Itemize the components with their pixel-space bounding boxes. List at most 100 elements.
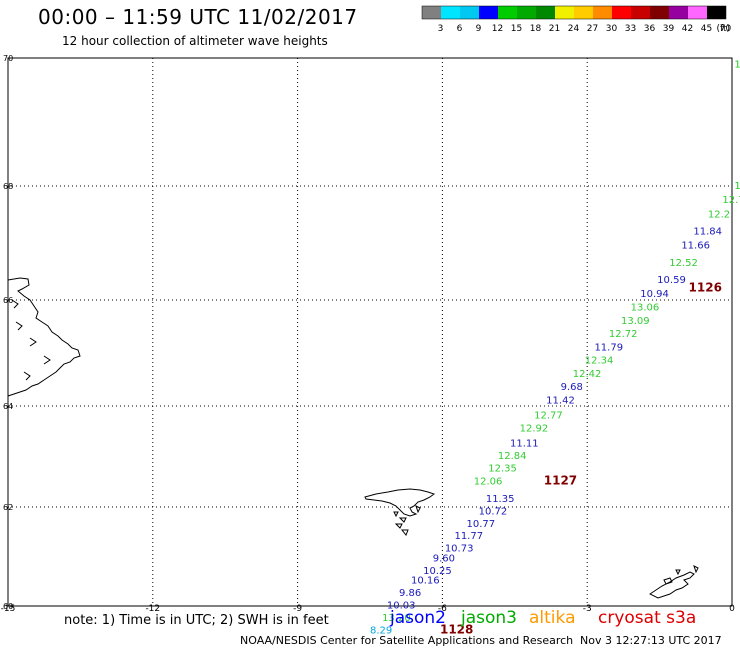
wave-height-label: 12.2: [708, 209, 730, 220]
lat-tick-label: 68: [3, 182, 13, 191]
wave-height-label: 10.59: [657, 275, 686, 286]
wave-height-label: 10.77: [467, 519, 496, 530]
colorbar-tick-label: 18: [530, 24, 542, 34]
wave-height-label: 10.73: [445, 544, 474, 555]
iceland-coastline: [7, 277, 81, 397]
colorbar-swatch: [479, 6, 498, 19]
track-id-label: 1128: [440, 623, 473, 637]
shetland-islands: [649, 565, 699, 599]
colorbar-tick-label: 30: [606, 24, 618, 34]
lon-tick-label: -15: [1, 604, 16, 614]
wave-height-label: 10.72: [479, 506, 508, 517]
lon-tick-label: 0: [729, 604, 735, 614]
colorbar-tick-label: 70: [720, 24, 732, 34]
colorbar-swatch: [688, 6, 707, 19]
wave-height-label: 11.11: [510, 438, 539, 449]
colorbar-tick-label: 21: [549, 24, 560, 34]
colorbar-swatch: [593, 6, 612, 19]
iceland-fjords: [11, 299, 51, 381]
satellite-legend-jason3: jason3: [461, 608, 517, 628]
lat-tick-label: 70: [3, 54, 13, 63]
map-title: 00:00 – 11:59 UTC 11/02/2017: [38, 5, 358, 29]
colorbar-swatch: [612, 6, 631, 19]
colorbar-swatch: [669, 6, 688, 19]
colorbar-swatch: [460, 6, 479, 19]
wave-height-label: 1: [734, 181, 740, 192]
wave-height-label: 11.42: [546, 395, 575, 406]
wave-height-label: 10.25: [423, 566, 452, 577]
wave-height-labels: 1 1 12.7 12.2 11.84 11.66 12.52 10.59 10.94 13.06…: [370, 60, 740, 637]
colorbar-tick-label: 12: [492, 24, 503, 34]
wave-height-label: 10.94: [640, 289, 669, 300]
lat-tick-label: 66: [3, 296, 13, 305]
colorbar-tick-label: 15: [511, 24, 522, 34]
colorbar-tick-label: 39: [663, 24, 675, 34]
colorbar-border: [421, 5, 727, 20]
colorbar-swatch: [498, 6, 517, 19]
wave-height-label: 12.72: [609, 329, 638, 340]
wave-height-label: 11.84: [693, 226, 722, 237]
colorbar-swatch: [517, 6, 536, 19]
wave-height-label: 9.86: [399, 588, 421, 599]
colorbar-swatch: [441, 6, 460, 19]
colorbar-tick-label: 42: [682, 24, 693, 34]
map-frame: [7, 57, 733, 607]
faroe-islands-small: [393, 505, 421, 536]
satellite-legend-altika: altika: [529, 608, 576, 628]
satellite-legend-cryosat-s3a: cryosat s3a: [598, 608, 697, 628]
lon-tick-label: -3: [583, 604, 592, 614]
colorbar-tick-label: 6: [457, 24, 463, 34]
track-id-labels: 1126 1127 1128: [440, 280, 722, 636]
wave-height-label: 12.52: [669, 258, 698, 269]
track-id-label: 1127: [544, 473, 577, 487]
wave-height-label: 12.77: [534, 411, 563, 422]
colorbar-tick-label: 33: [625, 24, 636, 34]
colorbar-swatch: [631, 6, 650, 19]
colorbar-swatch: [574, 6, 593, 19]
wave-height-label: 11.77: [454, 531, 483, 542]
wave-height-label: 11.79: [594, 342, 623, 353]
wave-height-label: 9.68: [561, 382, 583, 393]
colorbar-tick-label: 36: [644, 24, 656, 34]
credit-line: NOAA/NESDIS Center for Satellite Applica…: [240, 634, 574, 647]
faroe-islands-main: [364, 488, 436, 517]
track-id-label: 1126: [689, 280, 722, 294]
wave-height-label: 12.34: [585, 356, 614, 367]
graticule: -15 -12 -9 -6 -3 0 70 68 66 64 62 60: [1, 54, 735, 614]
wave-height-label: 10.16: [411, 576, 440, 587]
wave-height-label: 1: [734, 60, 740, 71]
wave-height-label: 13.20: [382, 613, 411, 624]
wave-height-label: 12.35: [488, 464, 517, 475]
colorbar-swatch: [422, 6, 441, 19]
lon-tick-label: -12: [145, 604, 160, 614]
wave-height-label: 12.92: [520, 423, 549, 434]
lat-tick-label: 64: [3, 402, 13, 411]
colorbar-swatch: [650, 6, 669, 19]
wave-height-label: 8.29: [370, 626, 392, 637]
units-note: note: 1) Time is in UTC; 2) SWH is in fe…: [64, 613, 329, 628]
colorbar-tick-label: 24: [568, 24, 580, 34]
creation-timestamp: Nov 3 12:27:13 UTC 2017: [580, 634, 722, 647]
wave-height-label: 13.06: [631, 303, 660, 314]
wave-height-label: 13.09: [621, 316, 650, 327]
lat-tick-label: 62: [3, 503, 13, 512]
colorbar-tick-label: 27: [587, 24, 598, 34]
colorbar-tick-label: 9: [476, 24, 482, 34]
wave-height-label: 12.7: [722, 195, 740, 206]
map-subtitle: 12 hour collection of altimeter wave hei…: [62, 34, 328, 48]
colorbar-swatch: [536, 6, 555, 19]
wave-height-label: 9.60: [433, 553, 455, 564]
colorbar-swatch: [555, 6, 574, 19]
colorbar-swatch: [707, 6, 726, 19]
wave-height-label: 12.06: [474, 476, 503, 487]
colorbar-tick-label: 45: [701, 24, 712, 34]
lon-tick-label: -6: [438, 604, 447, 614]
colorbar-unit: (ft): [716, 24, 730, 34]
wave-height-label: 11.66: [681, 241, 710, 252]
colorbar-tick-label: 3: [438, 24, 444, 34]
wave-height-label: 11.35: [486, 494, 515, 505]
colorbar-legend: 3 6 9 12 15 18 21 24 27 30 33 36 39 42 45 70(ft): [421, 5, 732, 34]
wave-height-label: 12.84: [498, 451, 527, 462]
lon-tick-label: -9: [293, 604, 302, 614]
